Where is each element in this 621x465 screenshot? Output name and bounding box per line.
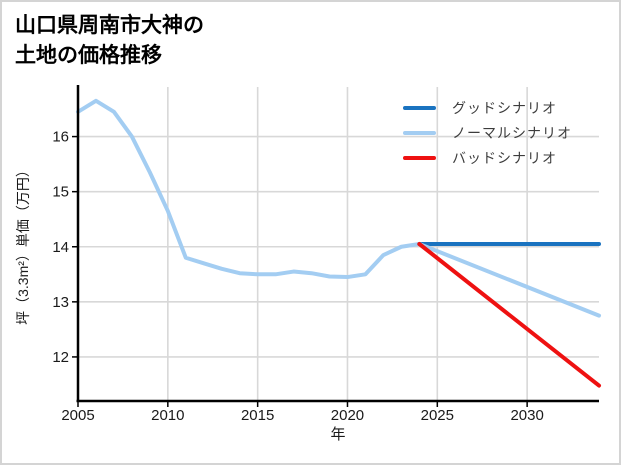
legend-line-sample xyxy=(403,105,436,110)
series-line-ノーマルシナリオ xyxy=(417,242,601,318)
y-axis-label: 坪（3.3m²）単価（万円） xyxy=(15,163,31,325)
chart-title: 山口県周南市大神の 土地の価格推移 xyxy=(15,11,204,71)
legend-line-sample xyxy=(403,130,436,135)
legend-line-sample xyxy=(403,155,436,160)
x-tick-label-2010: 2010 xyxy=(151,407,184,424)
x-tick-label-2015: 2015 xyxy=(241,407,274,424)
x-tick-label-2005: 2005 xyxy=(61,407,94,424)
legend-item-2: バッドシナリオ xyxy=(403,149,572,166)
chart-legend: グッドシナリオ ノーマルシナリオ バッドシナリオ xyxy=(403,99,572,166)
series-line-バッドシナリオ xyxy=(417,242,601,388)
y-tick-label-16: 16 xyxy=(52,129,69,146)
y-tick-label-14: 14 xyxy=(52,239,69,256)
legend-item-1: ノーマルシナリオ xyxy=(403,124,572,141)
chart-title-line2: 土地の価格推移 xyxy=(15,44,162,67)
x-axis-label: 年 xyxy=(330,426,346,443)
y-tick-label-15: 15 xyxy=(52,184,69,201)
series-line-価格実績 xyxy=(76,98,422,280)
x-tick-label-2025: 2025 xyxy=(421,407,454,424)
legend-label: ノーマルシナリオ xyxy=(452,124,572,141)
x-tick-label-2020: 2020 xyxy=(331,407,364,424)
y-tick-label-12: 12 xyxy=(52,349,69,366)
y-tick-label-13: 13 xyxy=(52,294,69,311)
x-tick-label-2030: 2030 xyxy=(510,407,543,424)
chart-title-line1: 山口県周南市大神の xyxy=(15,14,204,37)
legend-label: グッドシナリオ xyxy=(452,99,557,116)
legend-item-0: グッドシナリオ xyxy=(403,99,572,116)
legend-label: バッドシナリオ xyxy=(452,149,557,166)
